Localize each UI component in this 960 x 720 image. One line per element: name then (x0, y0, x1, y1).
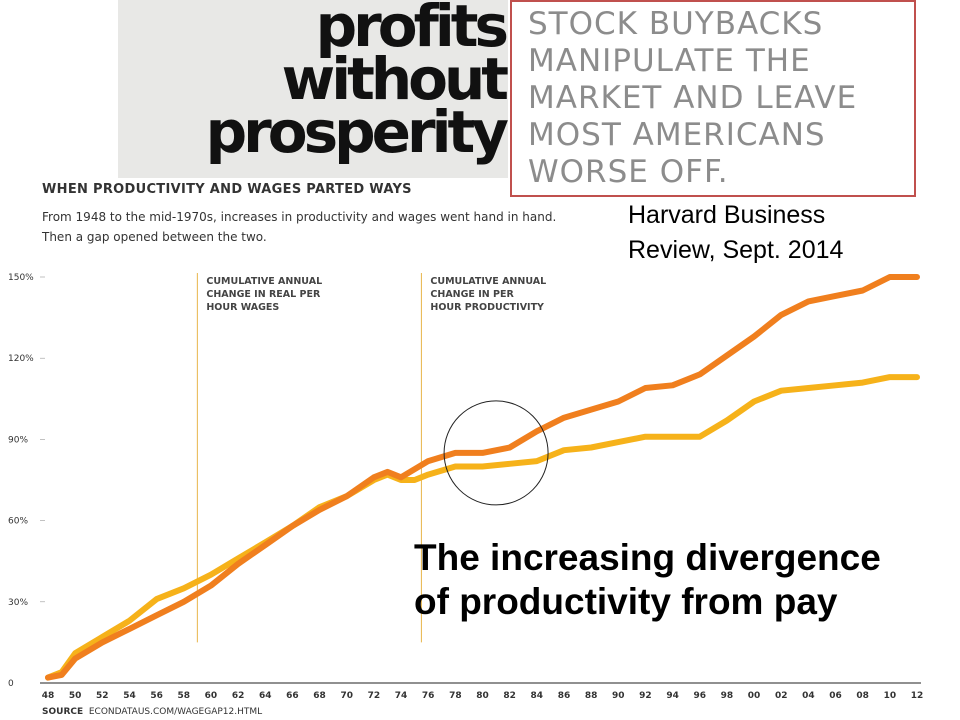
x-tick-label: 02 (775, 691, 788, 701)
x-tick-label: 68 (313, 691, 326, 701)
x-tick-label: 66 (286, 691, 299, 701)
x-tick-label: 90 (612, 691, 625, 701)
annotation-label: CHANGE IN PER (430, 289, 514, 300)
x-tick-label: 72 (368, 691, 381, 701)
source-label: SOURCE (42, 707, 84, 717)
x-tick-label: 08 (856, 691, 869, 701)
series-line (45, 274, 920, 681)
x-tick-label: 78 (449, 691, 462, 701)
annotation-label: HOUR WAGES (206, 302, 279, 313)
annotation-label: CHANGE IN REAL PER (206, 289, 321, 300)
x-tick-label: 58 (178, 691, 191, 701)
callout-line: MARKET AND LEAVE (528, 80, 858, 116)
x-tick-label: 54 (123, 691, 136, 701)
source-note: SOURCE ECONDATAUS.COM/WAGEGAP12.HTML (42, 707, 262, 717)
callout-line: WORSE OFF. (528, 154, 729, 190)
x-tick-label: 84 (531, 691, 544, 701)
x-tick-label: 70 (340, 691, 353, 701)
banner-title-line: without (281, 45, 509, 113)
callout-line: STOCK BUYBACKS (528, 6, 824, 42)
x-tick-label: 50 (69, 691, 82, 701)
chart-title: WHEN PRODUCTIVITY AND WAGES PARTED WAYS (42, 182, 412, 197)
x-tick-label: 88 (585, 691, 598, 701)
citation: Harvard Business Review, Sept. 2014 (628, 198, 843, 268)
caption: The increasing divergence of productivit… (414, 536, 881, 624)
x-tick-label: 94 (666, 691, 679, 701)
highlight-circle (443, 400, 549, 506)
x-tick-label: 74 (395, 691, 408, 701)
x-tick-label: 10 (884, 691, 897, 701)
callout-line: MOST AMERICANS (528, 117, 826, 153)
annotation-label: HOUR PRODUCTIVITY (430, 302, 544, 313)
x-tick-label: 98 (721, 691, 734, 701)
x-tick-label: 06 (829, 691, 842, 701)
caption-line: of productivity from pay (414, 581, 838, 622)
y-tick-label: 150% (8, 273, 34, 283)
line-chart: 0 30% 60% 90% 120% 150% 48 50 52 54 56 58 60 62 64 66 68… (8, 273, 924, 701)
x-tick-label: 52 (96, 691, 109, 701)
x-tick-label: 76 (422, 691, 435, 701)
banner-title-line: profits (315, 0, 509, 60)
annotation-label: CUMULATIVE ANNUAL (430, 276, 546, 287)
banner-title: profits without prosperity (120, 0, 509, 166)
y-tick-label: 0 (8, 679, 14, 689)
x-tick-label: 86 (558, 691, 571, 701)
x-tick-label: 64 (259, 691, 272, 701)
citation-line: Review, Sept. 2014 (628, 236, 844, 264)
x-tick-label: 48 (42, 691, 55, 701)
series-line (45, 374, 920, 681)
y-tick-label: 120% (8, 354, 34, 364)
y-tick-label: 30% (8, 598, 28, 608)
x-tick-label: 12 (911, 691, 924, 701)
callout-line: MANIPULATE THE (528, 43, 811, 79)
annotation-label: CUMULATIVE ANNUAL (206, 276, 322, 287)
banner-title-line: prosperity (205, 98, 509, 166)
x-tick-label: 96 (693, 691, 706, 701)
x-tick-label: 60 (205, 691, 218, 701)
y-tick-label: 60% (8, 517, 28, 527)
caption-line: The increasing divergence (414, 537, 881, 578)
x-tick-label: 56 (150, 691, 163, 701)
callout-box: STOCK BUYBACKS MANIPULATE THE MARKET AND… (510, 0, 916, 197)
x-tick-label: 82 (503, 691, 516, 701)
source-text: ECONDATAUS.COM/WAGEGAP12.HTML (88, 707, 263, 717)
chart-subtitle: From 1948 to the mid-1970s, increases in… (42, 207, 602, 247)
x-tick-label: 00 (748, 691, 761, 701)
banner-background (118, 0, 508, 178)
citation-line: Harvard Business (628, 201, 826, 229)
x-tick-label: 80 (476, 691, 489, 701)
chart-subtitle-line: Then a gap opened between the two. (42, 230, 267, 244)
y-tick-label: 90% (8, 435, 28, 445)
x-tick-label: 04 (802, 691, 815, 701)
x-tick-label: 62 (232, 691, 245, 701)
x-tick-label: 92 (639, 691, 652, 701)
chart-subtitle-line: From 1948 to the mid-1970s, increases in… (42, 210, 557, 224)
